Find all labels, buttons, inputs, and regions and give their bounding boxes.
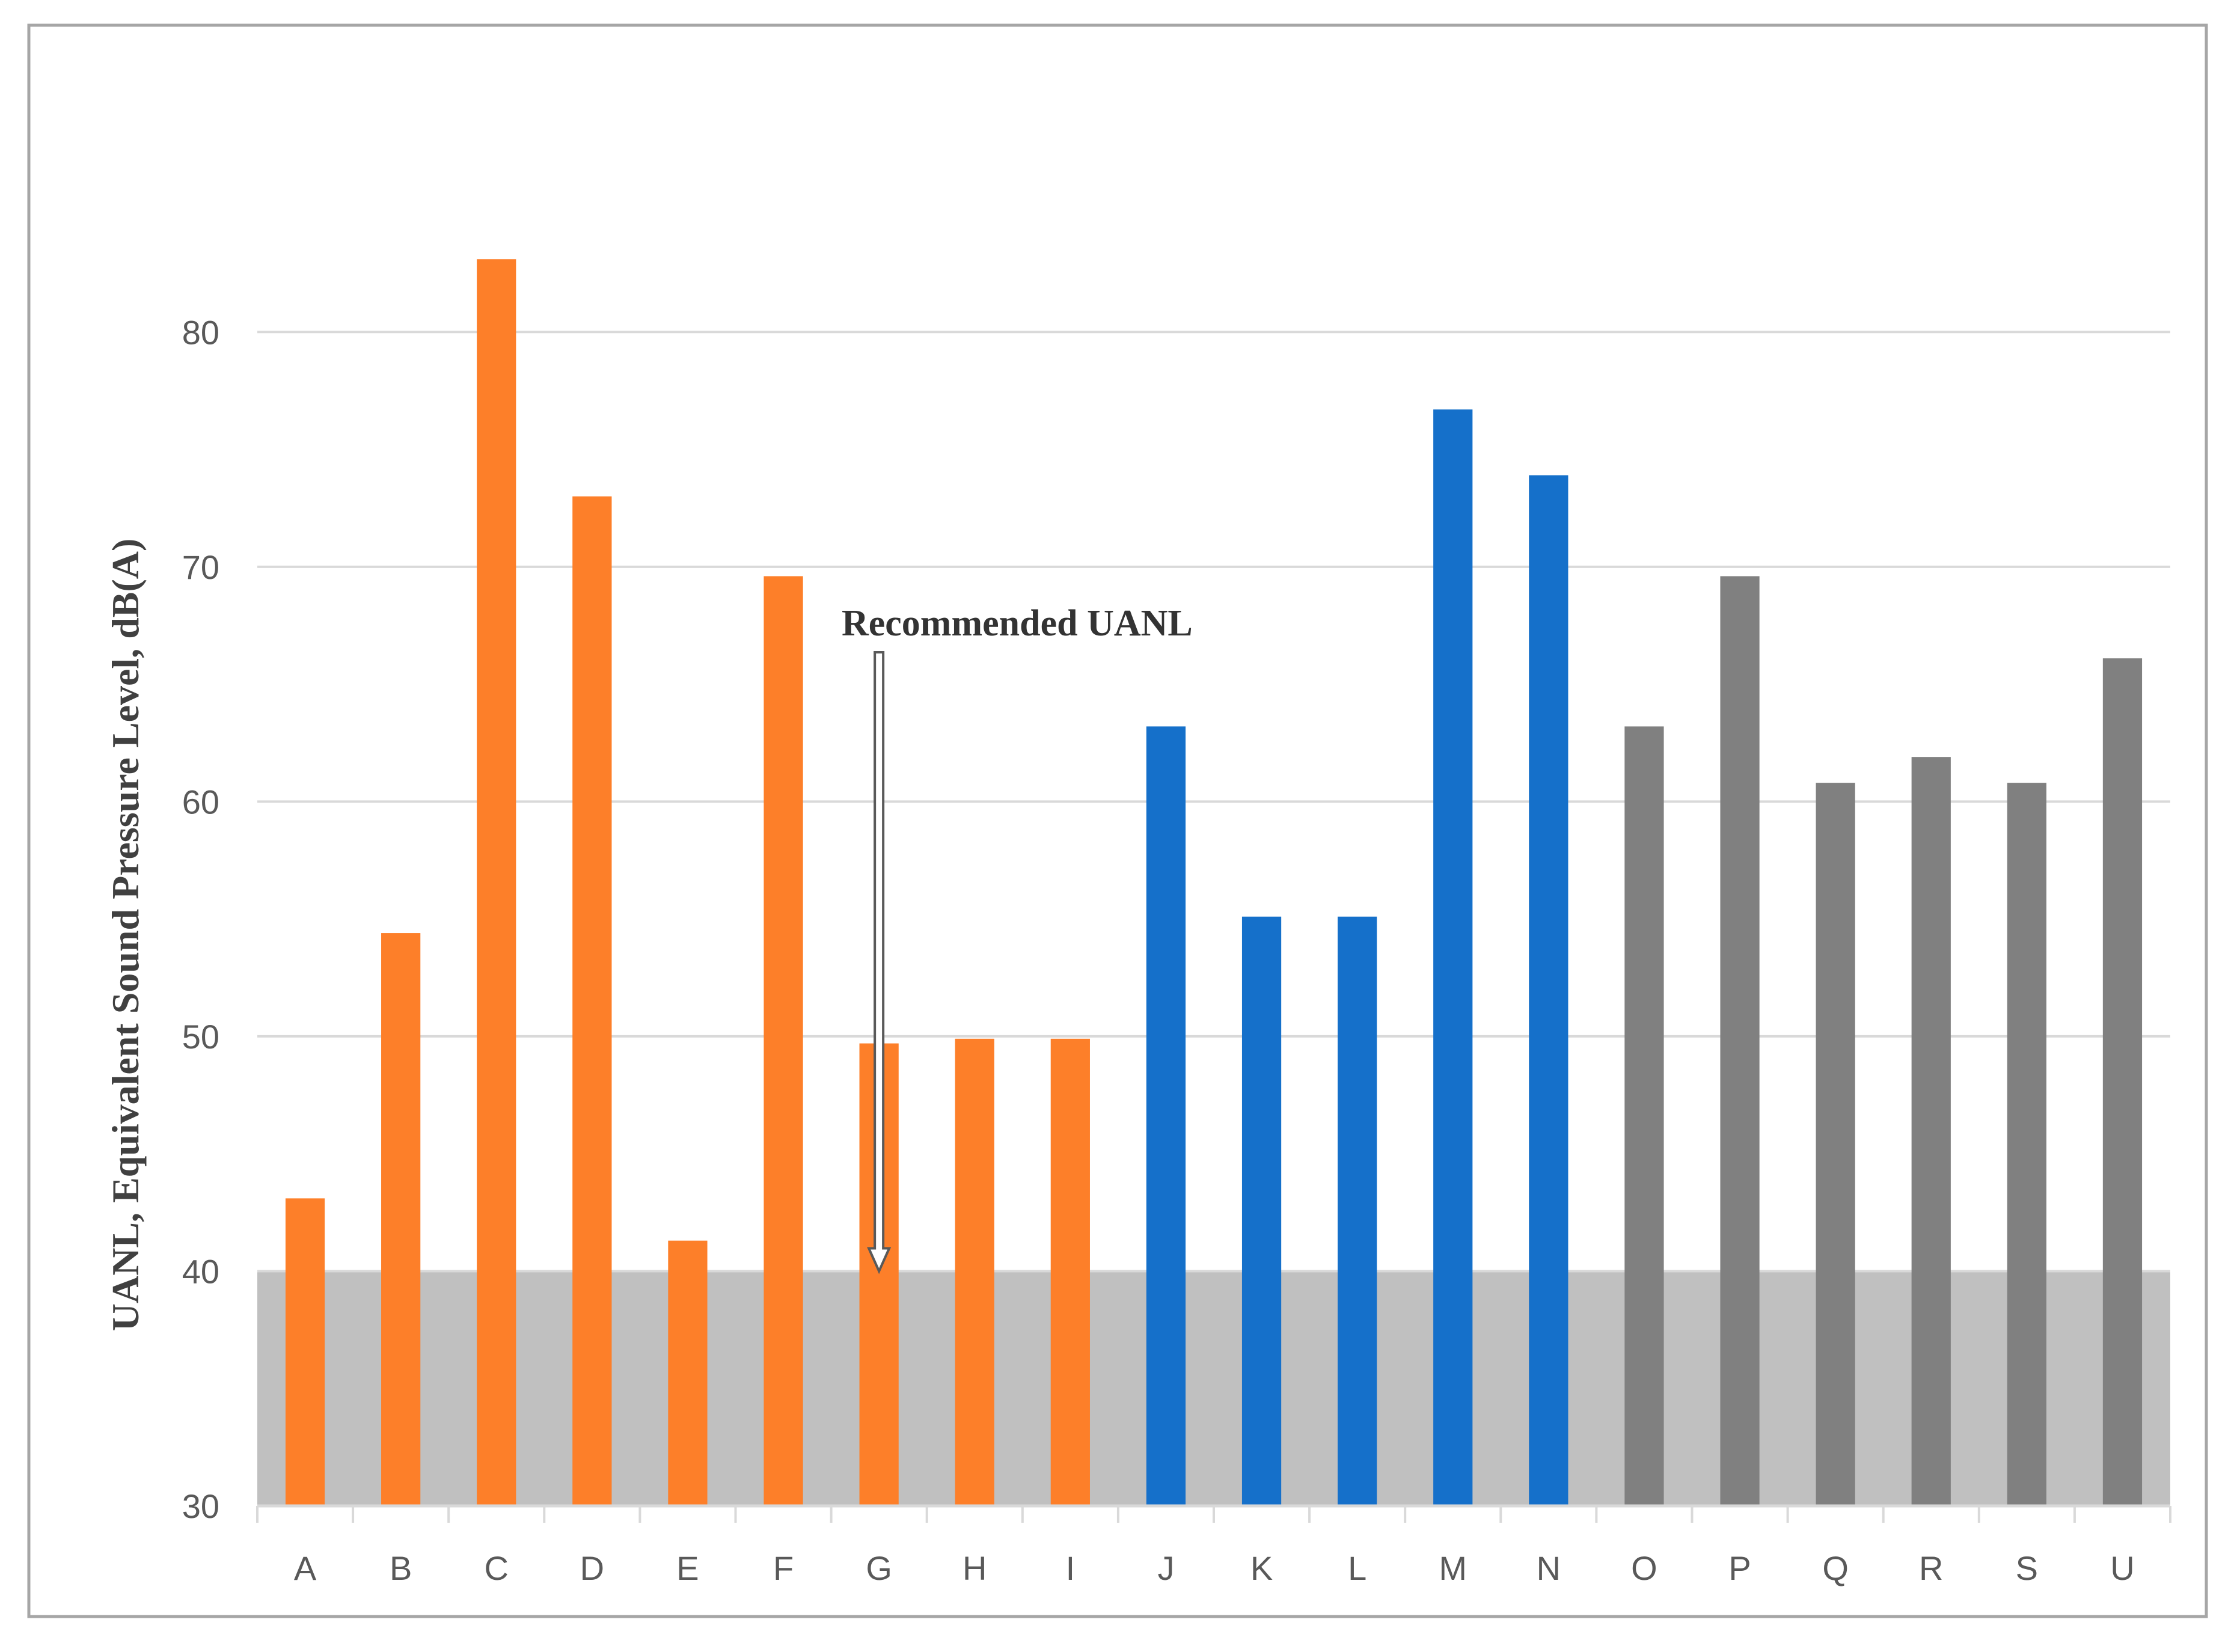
bar-b	[381, 933, 421, 1506]
y-tick-label: 50	[182, 1018, 219, 1056]
bar-s	[2007, 783, 2046, 1506]
bar-e	[668, 1240, 708, 1506]
bar-n	[1529, 475, 1568, 1507]
y-tick-labels: 30 40 50 60 70 80	[182, 313, 219, 1525]
x-tick-label: J	[1157, 1549, 1174, 1587]
bar-m	[1433, 409, 1473, 1506]
y-tick-label: 40	[182, 1252, 219, 1290]
bar-p	[1720, 576, 1760, 1507]
annotation: Recommended UANL	[842, 603, 1193, 1274]
x-tick-label: G	[866, 1549, 892, 1587]
bar-a	[285, 1198, 325, 1506]
bar-u	[2102, 658, 2143, 1506]
x-tick-label: O	[1631, 1549, 1657, 1587]
bars	[285, 259, 2143, 1507]
bar-q	[1816, 783, 1855, 1506]
y-tick-label: 80	[182, 313, 219, 351]
bar-k	[1241, 916, 1282, 1506]
recommended-band-layer	[257, 1271, 2170, 1506]
annotation-arrow	[867, 651, 892, 1274]
bar-h	[955, 1038, 994, 1506]
x-tick-label: I	[1066, 1549, 1076, 1587]
bar-d	[572, 496, 612, 1506]
x-tick-label: B	[390, 1549, 412, 1587]
x-tick-label: N	[1537, 1549, 1561, 1587]
bar-l	[1338, 916, 1377, 1506]
y-axis-label: UANL, Equivalent Sound Pressure Level, d…	[104, 539, 147, 1332]
x-tick-label: S	[2016, 1549, 2038, 1587]
y-tick-label: 30	[182, 1487, 219, 1525]
y-tick-label: 70	[182, 548, 219, 586]
axes	[256, 1504, 2171, 1523]
x-tick-label: K	[1250, 1549, 1273, 1587]
x-tick-label: M	[1439, 1549, 1467, 1587]
x-tick-label: H	[962, 1549, 987, 1587]
annotation-text: Recommended UANL	[842, 603, 1193, 644]
x-tick-label: R	[1919, 1549, 1943, 1587]
y-tick-label: 60	[182, 783, 219, 821]
bar-c	[477, 259, 516, 1507]
x-tick-label: Q	[1822, 1549, 1849, 1587]
x-tick-label: L	[1348, 1549, 1366, 1587]
bar-r	[1911, 757, 1951, 1506]
x-tick-label: A	[294, 1549, 317, 1587]
x-tick-label: P	[1728, 1549, 1751, 1587]
x-tick-label: F	[773, 1549, 794, 1587]
bar-f	[764, 576, 803, 1507]
bar-j	[1146, 726, 1186, 1506]
bar-i	[1050, 1038, 1090, 1506]
recommended-band	[257, 1271, 2170, 1506]
bar-o	[1624, 726, 1664, 1506]
x-tick-label: C	[485, 1549, 509, 1587]
x-tick-label: E	[676, 1549, 699, 1587]
x-tick-label: D	[580, 1549, 604, 1587]
x-tick-label: U	[2110, 1549, 2134, 1587]
